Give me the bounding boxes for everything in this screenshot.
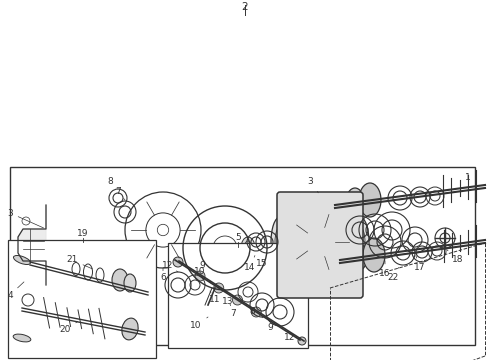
Text: 12: 12 — [162, 261, 178, 272]
Ellipse shape — [124, 274, 136, 292]
Text: 14: 14 — [245, 256, 256, 271]
Text: 9: 9 — [195, 261, 205, 275]
Ellipse shape — [363, 238, 385, 272]
Text: 11: 11 — [209, 291, 221, 305]
Text: 1: 1 — [462, 174, 471, 188]
Text: 2: 2 — [242, 2, 248, 12]
Circle shape — [195, 271, 205, 281]
Ellipse shape — [359, 183, 381, 217]
Text: 5: 5 — [235, 233, 241, 242]
Text: 3: 3 — [7, 208, 44, 228]
Text: 22: 22 — [388, 267, 399, 283]
Text: 16: 16 — [379, 261, 391, 279]
Text: 6: 6 — [160, 268, 166, 283]
Text: 8: 8 — [248, 302, 255, 316]
Ellipse shape — [349, 243, 367, 271]
Text: 18: 18 — [447, 250, 464, 265]
Circle shape — [232, 295, 243, 305]
Text: 15: 15 — [256, 253, 268, 269]
Text: 21: 21 — [66, 256, 93, 269]
Text: 8: 8 — [107, 177, 118, 189]
Bar — [10, 167, 475, 345]
Text: 13: 13 — [222, 290, 234, 306]
Text: 9: 9 — [262, 317, 273, 332]
Ellipse shape — [346, 188, 364, 216]
Text: 7: 7 — [115, 188, 125, 200]
Circle shape — [173, 257, 183, 267]
Circle shape — [298, 337, 306, 345]
Text: 12: 12 — [282, 328, 295, 342]
Text: 3: 3 — [307, 177, 318, 193]
Ellipse shape — [204, 305, 212, 310]
Ellipse shape — [336, 215, 354, 245]
Ellipse shape — [13, 334, 31, 342]
Bar — [168, 243, 308, 348]
FancyBboxPatch shape — [277, 192, 363, 298]
Ellipse shape — [112, 269, 128, 291]
Text: 10: 10 — [194, 267, 211, 283]
Text: 10: 10 — [190, 317, 208, 330]
Circle shape — [214, 283, 224, 293]
Ellipse shape — [241, 237, 255, 259]
Text: 20: 20 — [59, 321, 78, 334]
Ellipse shape — [351, 217, 369, 267]
Text: 17: 17 — [414, 256, 426, 273]
Ellipse shape — [271, 217, 289, 267]
Text: 4: 4 — [7, 282, 24, 300]
Ellipse shape — [13, 256, 30, 265]
Text: 19: 19 — [77, 229, 89, 238]
Ellipse shape — [122, 318, 138, 340]
Bar — [8, 240, 156, 358]
Text: 7: 7 — [230, 304, 236, 318]
Circle shape — [251, 307, 261, 317]
Polygon shape — [18, 205, 46, 285]
